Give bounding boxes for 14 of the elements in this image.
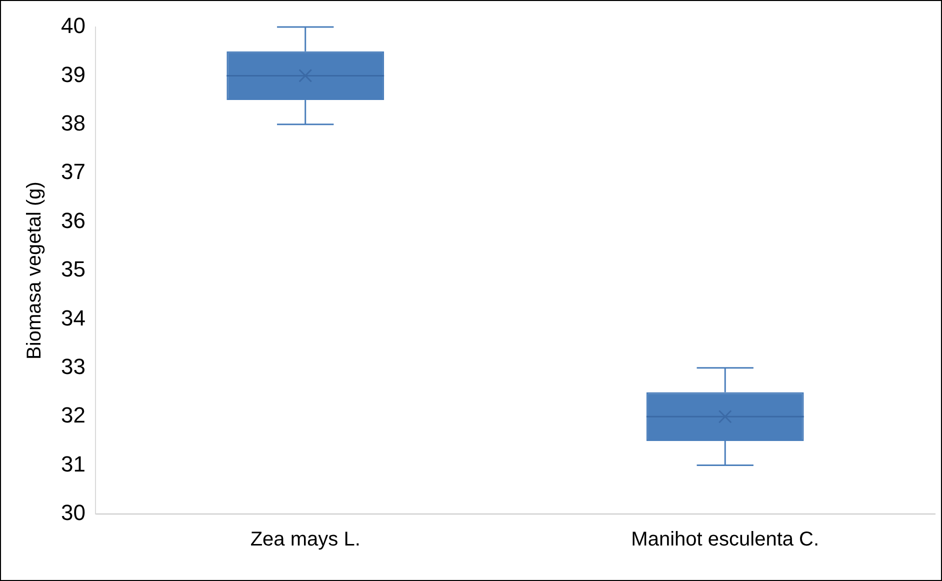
y-axis-title: Biomasa vegetal (g)	[24, 182, 46, 360]
y-tick-label: 40	[60, 13, 86, 38]
y-tick-label: 38	[60, 110, 86, 136]
y-tick-label: 30	[60, 500, 86, 526]
x-tick-label: Manihot esculenta C.	[631, 528, 820, 551]
x-tick-label: Zea mays L.	[250, 528, 360, 551]
y-tick-label: 37	[60, 159, 86, 184]
y-tick-label: 39	[60, 62, 86, 87]
y-tick-label: 33	[60, 354, 86, 379]
y-tick-label: 36	[60, 208, 86, 233]
y-tick-label: 35	[60, 256, 86, 282]
y-tick-label: 31	[60, 451, 86, 476]
y-tick-label: 32	[60, 402, 86, 428]
y-tick-label: 34	[60, 305, 86, 330]
